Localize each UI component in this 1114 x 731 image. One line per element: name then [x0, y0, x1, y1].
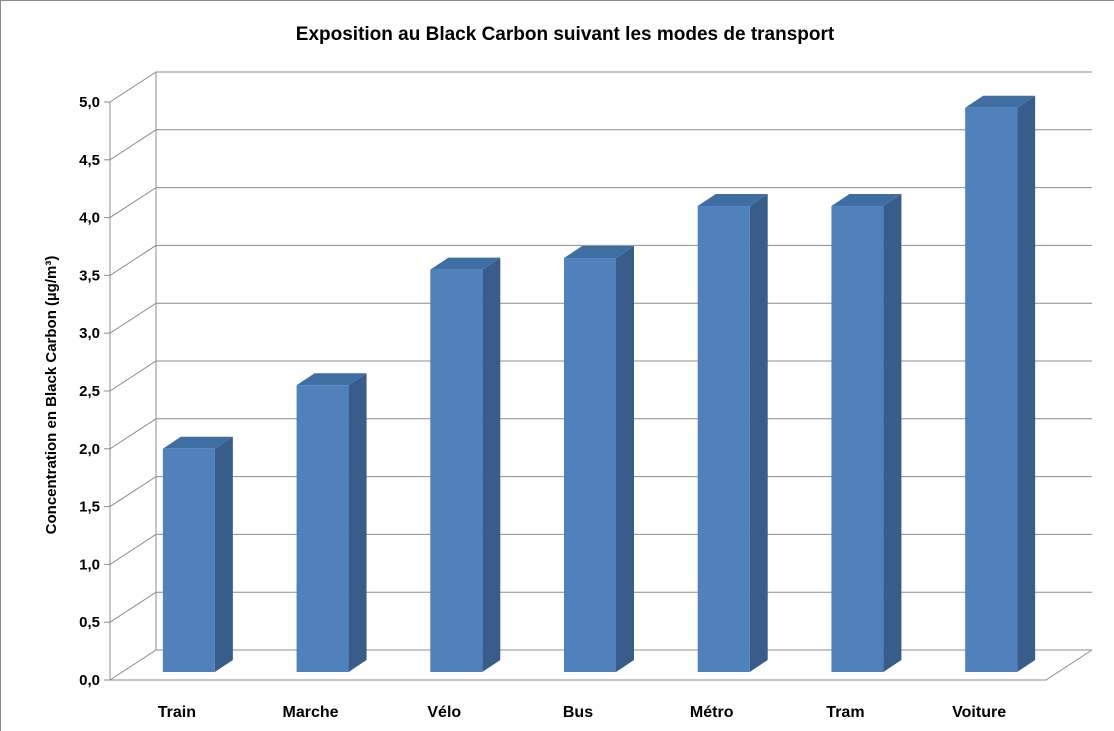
bar-top [430, 257, 501, 270]
bar-front [430, 269, 483, 672]
y-tick-label: 2,0 [79, 441, 100, 458]
bar-side [482, 257, 501, 672]
bar-side [1017, 95, 1036, 672]
y-axis-ticks: 0,0 0,5 1,0 1,5 2,0 2,5 3,0 3,5 4,0 4,5 5,0 [79, 94, 110, 689]
gridline [109, 244, 1092, 276]
gridline [109, 649, 1092, 681]
bar-top [965, 95, 1036, 108]
bar-front [697, 206, 750, 673]
y-tick-label: 4,0 [79, 210, 100, 227]
bar-top [697, 194, 768, 207]
x-category-label: Métro [690, 704, 734, 721]
floor-edge [110, 649, 1093, 681]
x-category-label: Marche [283, 704, 339, 721]
bar-front [965, 107, 1018, 672]
gridline [109, 187, 1092, 219]
gridline [109, 71, 1092, 103]
bar-top [831, 194, 902, 207]
bar-side [214, 436, 233, 672]
bar-3 [564, 246, 634, 672]
gridline [109, 360, 1092, 392]
y-tick-label: 1,0 [79, 556, 100, 573]
bar-top [162, 436, 233, 449]
gridline [109, 418, 1092, 450]
bars [162, 95, 1036, 673]
x-axis-categories: Train Marche Vélo Bus Métro Tram Voiture [158, 704, 1006, 721]
gridline [109, 129, 1092, 161]
gridline [109, 533, 1092, 565]
y-axis-title: Concentration en Black Carbon (µg/m³) [43, 256, 60, 535]
bar-side [883, 194, 902, 673]
bar-front [296, 385, 349, 672]
bar-6 [965, 95, 1036, 672]
x-category-label: Bus [563, 704, 593, 721]
bar-side [616, 246, 634, 672]
y-tick-label: 2,5 [79, 383, 100, 400]
y-tick-label: 5,0 [79, 94, 100, 111]
y-tick-label: 0,5 [79, 614, 100, 631]
y-tick-label: 1,5 [79, 499, 100, 516]
bar-front [831, 206, 884, 673]
bar-5 [831, 194, 902, 673]
x-category-label: Tram [826, 704, 864, 721]
bar-side [749, 194, 768, 673]
bar-top [564, 246, 634, 259]
y-tick-label: 3,5 [79, 267, 100, 284]
gridline [109, 302, 1092, 334]
gridlines [109, 71, 1092, 681]
bar-side [348, 373, 367, 672]
bar-0 [162, 436, 233, 672]
x-category-label: Voiture [952, 704, 1006, 721]
x-category-label: Vélo [427, 704, 461, 721]
y-tick-label: 3,0 [79, 325, 100, 342]
gridline [109, 476, 1092, 508]
y-tick-label: 0,0 [79, 672, 100, 689]
bar-1 [296, 373, 367, 672]
bar-front [564, 258, 616, 672]
gridline [109, 591, 1092, 623]
bar-top [296, 373, 367, 386]
y-tick-label: 4,5 [79, 152, 100, 169]
chart-title: Exposition au Black Carbon suivant les m… [296, 24, 835, 45]
bar-4 [697, 194, 768, 673]
bar-front [162, 448, 215, 672]
bar-2 [430, 257, 501, 672]
x-category-label: Train [158, 704, 196, 721]
